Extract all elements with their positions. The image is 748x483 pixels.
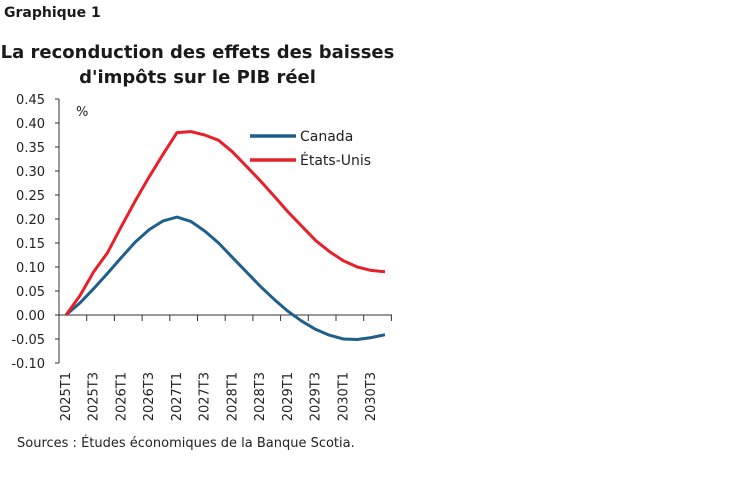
y-tick-label: 0.40 — [16, 117, 45, 132]
y-tick-label: 0.45 — [16, 93, 45, 108]
x-tick-label: 2027T1 — [170, 372, 185, 421]
series-line-canada — [65, 215, 386, 341]
y-tick-label: 0.05 — [16, 285, 45, 300]
y-tick-label: 0.15 — [16, 237, 45, 252]
x-tick-label: 2026T1 — [114, 372, 129, 421]
x-tick-label: 2025T1 — [59, 372, 74, 421]
series-line-etats-unis — [64, 130, 386, 316]
legend-label: États-Unis — [300, 152, 371, 169]
figure-label: Graphique 1 — [4, 5, 101, 21]
y-tick-label: -0.05 — [11, 333, 45, 348]
x-tick-label: 2030T1 — [336, 372, 351, 421]
x-tick-label: 2029T3 — [309, 372, 324, 421]
x-tick-label: 2030T3 — [364, 372, 379, 421]
x-tick-label: 2027T3 — [198, 372, 213, 421]
x-tick-label: 2028T1 — [225, 372, 240, 421]
x-tick-label: 2029T1 — [281, 372, 296, 421]
y-tick-label: -0.10 — [11, 357, 45, 372]
y-tick-label: 0.25 — [16, 189, 45, 204]
y-unit-label: % — [76, 105, 88, 120]
y-tick-label: 0.10 — [16, 261, 45, 276]
y-tick-label: 0.20 — [16, 213, 45, 228]
source-note: Sources : Études économiques de la Banqu… — [17, 436, 355, 451]
legend-label: Canada — [300, 129, 353, 145]
x-tick-label: 2025T3 — [87, 372, 102, 421]
y-tick-label: 0.30 — [16, 165, 45, 180]
x-tick-label: 2028T3 — [253, 372, 268, 421]
chart-title: La reconduction des effets des baisses d… — [0, 42, 395, 88]
y-tick-label: 0.00 — [16, 309, 45, 324]
x-tick-label: 2026T3 — [142, 372, 157, 421]
y-tick-label: 0.35 — [16, 141, 45, 156]
